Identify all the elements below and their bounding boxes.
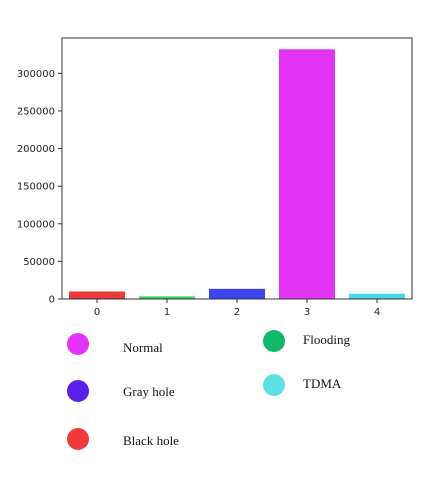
x-tick-label: 0 [94,307,100,318]
bars-group [69,49,405,299]
y-tick-label: 150000 [17,182,55,193]
bar-0 [69,291,125,299]
y-tick-label: 250000 [17,106,55,117]
x-tick-label: 1 [164,307,170,318]
y-tick-label: 200000 [17,144,55,155]
x-tick-label: 3 [304,307,310,318]
x-axis-ticks: 0 1 2 3 4 [94,299,380,318]
bar-1 [139,296,195,299]
bar-2 [209,288,265,299]
y-tick-label: 300000 [17,69,55,80]
y-tick-label: 0 [49,295,55,306]
bar-3 [279,49,335,299]
y-axis-ticks: 0 50000 100000 150000 200000 250000 300000 [17,69,62,306]
y-tick-label: 50000 [23,257,55,268]
plot-frame [61,37,413,300]
x-tick-label: 2 [234,307,240,318]
x-tick-label: 4 [374,307,380,318]
y-tick-label: 100000 [17,219,55,230]
bar-4 [349,293,405,299]
